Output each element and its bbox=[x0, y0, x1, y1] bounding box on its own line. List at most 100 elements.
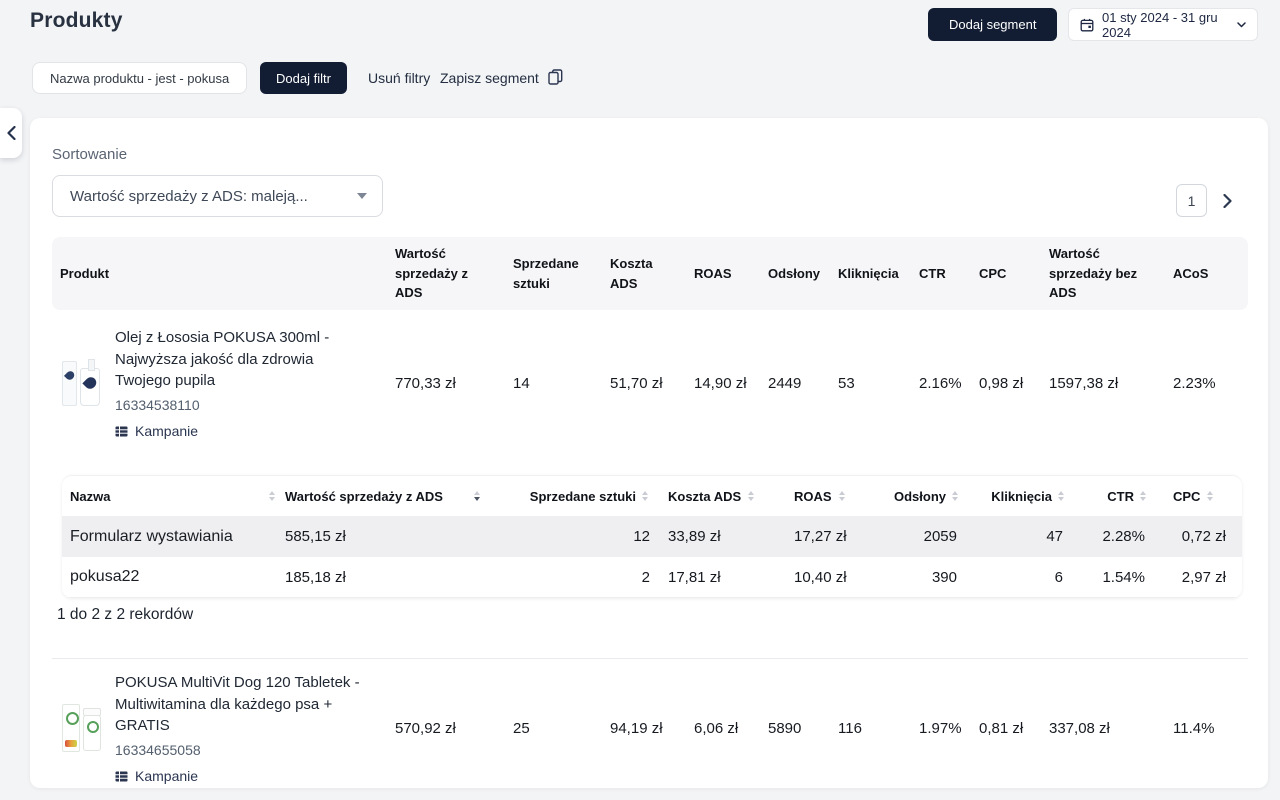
campaign-cell: 2059 bbox=[923, 528, 957, 545]
cell-sprzedane: 14 bbox=[513, 374, 530, 392]
column-header-odslony: Odsłony bbox=[768, 265, 821, 281]
campaign-column-odslony[interactable]: Odsłony bbox=[880, 489, 962, 504]
sort-icon bbox=[838, 491, 845, 501]
product-thumbnail bbox=[62, 701, 102, 755]
records-summary: 1 do 2 z 2 rekordów bbox=[57, 606, 194, 623]
remove-filters-link[interactable]: Usuń filtry bbox=[368, 70, 431, 86]
product-id: 16334538110 bbox=[115, 397, 200, 414]
campaign-cell: 2 bbox=[641, 568, 650, 586]
column-header-produkt: Produkt bbox=[60, 265, 110, 281]
cell-cpc: 0,98 zł bbox=[979, 374, 1024, 392]
product-row: POKUSA MultiVit Dog 120 Tabletek - Multi… bbox=[52, 668, 1248, 788]
campaigns-link[interactable]: Kampanie bbox=[115, 768, 360, 784]
campaign-column-cpc[interactable]: CPC bbox=[1148, 489, 1242, 504]
product-row: Olej z Łososia POKUSA 300ml - Najwyższa … bbox=[52, 312, 1248, 454]
campaign-name: Formularz wystawiania bbox=[70, 527, 233, 545]
campaign-cell: 33,89 zł bbox=[668, 528, 721, 545]
campaign-column-sprzedane[interactable]: Sprzedane sztuki bbox=[505, 489, 655, 504]
product-name: Olej z Łososia POKUSA 300ml - Najwyższa … bbox=[115, 328, 330, 390]
campaign-column-roas[interactable]: ROAS bbox=[785, 489, 880, 504]
active-filter-chip[interactable]: Nazwa produktu - jest - pokusa bbox=[32, 62, 248, 94]
cell-wartosc-bez-ads: 1597,38 zł bbox=[1049, 374, 1119, 392]
sort-icon bbox=[952, 491, 958, 501]
campaign-cell: 17,27 zł bbox=[794, 528, 847, 545]
date-range-label: 01 sty 2024 - 31 gru 2024 bbox=[1102, 9, 1218, 40]
campaign-cell: 6 bbox=[1054, 568, 1063, 586]
cell-odslony: 2449 bbox=[768, 374, 802, 392]
campaign-cell: 10,40 zł bbox=[794, 568, 847, 586]
divider bbox=[52, 658, 1248, 659]
campaigns-table: Nazwa Wartość sprzedaży z ADS Sprzedane … bbox=[62, 475, 1242, 598]
campaign-cell: 2,97 zł bbox=[1181, 568, 1226, 586]
column-header-wartosc-sprzedazy-z-ads: Wartość sprzedaży z ADS bbox=[395, 246, 468, 301]
column-header-acos: ACoS bbox=[1173, 265, 1209, 281]
sort-icon bbox=[642, 491, 648, 501]
page-title: Produkty bbox=[30, 9, 123, 32]
collapse-panel-button[interactable] bbox=[0, 108, 22, 158]
sorting-selected-value: Wartość sprzedaży z ADS: maleją... bbox=[70, 187, 308, 205]
campaign-name: pokusa22 bbox=[70, 568, 140, 585]
chevron-down-icon bbox=[1237, 21, 1246, 28]
sorting-dropdown[interactable]: Wartość sprzedaży z ADS: maleją... bbox=[52, 175, 383, 217]
campaigns-link-label: Kampanie bbox=[135, 768, 199, 785]
cell-cpc: 0,81 zł bbox=[979, 719, 1024, 737]
column-header-cpc: CPC bbox=[979, 265, 1007, 281]
date-range-picker[interactable]: 01 sty 2024 - 31 gru 2024 bbox=[1068, 8, 1258, 41]
campaign-row: Formularz wystawiania 585,15 zł 12 33,89… bbox=[62, 516, 1242, 557]
current-page-button[interactable]: 1 bbox=[1176, 184, 1207, 217]
product-thumbnail bbox=[62, 356, 102, 410]
campaign-column-ctr[interactable]: CTR bbox=[1066, 489, 1148, 504]
column-header-roas: ROAS bbox=[694, 265, 732, 281]
sorting-label: Sortowanie bbox=[52, 146, 128, 163]
campaign-column-koszta[interactable]: Koszta ADS bbox=[655, 489, 785, 504]
campaign-cell: 0,72 zł bbox=[1181, 528, 1226, 545]
campaigns-link-label: Kampanie bbox=[135, 423, 199, 440]
chevron-right-icon bbox=[1222, 193, 1232, 208]
campaigns-icon bbox=[115, 771, 128, 782]
campaign-cell: 12 bbox=[633, 528, 650, 545]
campaign-column-wartosc-ads[interactable]: Wartość sprzedaży z ADS bbox=[285, 489, 505, 504]
column-header-wartosc-sprzedazy-bez-ads: Wartość sprzedaży bez ADS bbox=[1049, 246, 1138, 301]
sort-icon bbox=[269, 491, 275, 501]
sort-desc-icon bbox=[474, 491, 480, 501]
product-id: 16334655058 bbox=[115, 742, 201, 759]
add-segment-button[interactable]: Dodaj segment bbox=[928, 8, 1058, 41]
next-page-button[interactable] bbox=[1214, 184, 1240, 217]
cell-ctr: 1.97% bbox=[919, 719, 962, 737]
cell-klikniecia: 53 bbox=[838, 374, 855, 392]
cell-roas: 14,90 zł bbox=[694, 374, 747, 392]
product-name: POKUSA MultiVit Dog 120 Tabletek - Multi… bbox=[115, 673, 360, 735]
calendar-icon bbox=[1080, 18, 1094, 32]
campaign-cell: 1.54% bbox=[1102, 568, 1145, 586]
campaign-row: pokusa22 185,18 zł 2 17,81 zł 10,40 zł 3… bbox=[62, 557, 1242, 598]
cell-ctr: 2.16% bbox=[919, 374, 962, 392]
campaigns-link[interactable]: Kampanie bbox=[115, 423, 329, 439]
dropdown-caret-icon bbox=[357, 193, 367, 199]
campaign-cell: 390 bbox=[931, 568, 957, 586]
cell-sprzedane: 25 bbox=[513, 719, 530, 737]
cell-klikniecia: 116 bbox=[838, 719, 862, 737]
cell-acos: 11.4% bbox=[1173, 719, 1215, 737]
sort-icon bbox=[1058, 491, 1064, 501]
cell-roas: 6,06 zł bbox=[694, 719, 739, 737]
campaign-cell: 185,18 zł bbox=[285, 568, 346, 586]
cell-koszta: 51,70 zł bbox=[610, 374, 663, 392]
sort-icon bbox=[1207, 491, 1214, 501]
campaign-cell: 47 bbox=[1046, 528, 1063, 545]
campaign-cell: 17,81 zł bbox=[668, 568, 721, 586]
product-cell: POKUSA MultiVit Dog 120 Tabletek - Multi… bbox=[52, 672, 395, 784]
save-segment-link[interactable]: Zapisz segment bbox=[440, 70, 539, 86]
add-filter-button[interactable]: Dodaj filtr bbox=[260, 62, 347, 94]
campaign-column-klikniecia[interactable]: Kliknięcia bbox=[962, 489, 1066, 504]
copy-icon[interactable] bbox=[548, 69, 563, 85]
cell-koszta: 94,19 zł bbox=[610, 719, 663, 737]
campaign-column-nazwa[interactable]: Nazwa bbox=[62, 489, 285, 504]
column-header-klikniecia: Kliknięcia bbox=[838, 265, 899, 281]
cell-odslony: 5890 bbox=[768, 719, 802, 737]
products-table-header: Produkt Wartość sprzedaży z ADS Sprzedan… bbox=[52, 237, 1248, 310]
product-cell: Olej z Łososia POKUSA 300ml - Najwyższa … bbox=[52, 327, 395, 439]
cell-wartosc-ads: 770,33 zł bbox=[395, 374, 456, 392]
sort-icon bbox=[748, 491, 755, 501]
campaign-cell: 585,15 zł bbox=[285, 528, 346, 545]
sort-icon bbox=[1140, 491, 1146, 501]
